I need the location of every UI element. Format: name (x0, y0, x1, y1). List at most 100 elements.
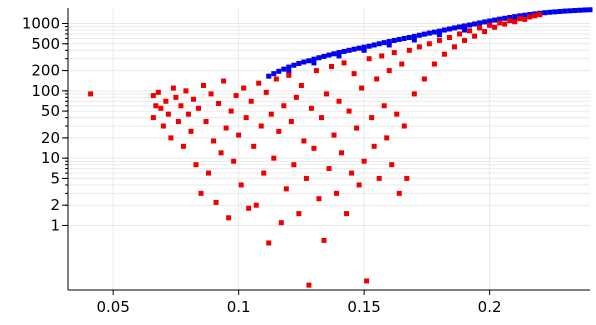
blue-point (421, 31, 427, 37)
y-tick-label: 1 (50, 216, 60, 234)
x-tick-label: 0.1 (227, 298, 251, 316)
red-point (216, 100, 222, 106)
y-tick-label: 5 (50, 169, 60, 187)
red-point (173, 94, 179, 100)
blue-point (271, 71, 277, 77)
red-point (507, 18, 513, 24)
red-point (306, 282, 312, 288)
blue-point (331, 51, 337, 57)
blue-point (396, 36, 402, 42)
red-point (281, 103, 287, 109)
red-point (366, 56, 372, 62)
red-point (308, 105, 314, 111)
red-point (457, 31, 462, 37)
red-point (341, 60, 347, 66)
red-point (193, 162, 199, 168)
y-tick-label: 2 (50, 196, 60, 214)
red-point (88, 91, 94, 97)
red-point (364, 278, 370, 284)
blue-point (557, 8, 563, 14)
blue-point (512, 14, 518, 20)
red-point (236, 132, 242, 138)
blue-point (326, 52, 332, 58)
red-point (451, 44, 457, 50)
blue-point (341, 48, 347, 54)
red-point (522, 16, 528, 22)
red-point (404, 175, 410, 181)
blue-point (381, 40, 387, 46)
blue-point (436, 28, 442, 34)
red-point (226, 215, 232, 221)
red-point (168, 135, 174, 141)
red-point (436, 37, 442, 43)
red-point (359, 85, 365, 91)
blue-point (366, 43, 372, 49)
red-point (286, 72, 292, 78)
red-point (160, 123, 166, 129)
blue-point (462, 27, 468, 33)
red-point (283, 186, 289, 192)
blue-point (401, 35, 407, 41)
red-point (313, 68, 319, 74)
red-point (336, 98, 342, 104)
axes-layer: 0.05 0.1 0.15 0.2 1 2 5 10 20 50 100 200 500 1000 (22, 8, 590, 316)
blue-point (346, 47, 352, 53)
red-point (344, 211, 350, 217)
red-point (231, 158, 237, 164)
y-tick-label: 10 (41, 149, 60, 167)
blue-point (477, 20, 483, 26)
red-point (369, 115, 375, 121)
red-point (462, 37, 468, 43)
red-point (293, 94, 299, 100)
red-point (301, 138, 307, 144)
red-point (201, 83, 207, 88)
x-tick-label: 0.15 (347, 298, 380, 316)
blue-point (467, 22, 473, 28)
red-point (196, 105, 201, 111)
blue-point (376, 41, 382, 47)
points-layer (88, 7, 593, 288)
red-point (268, 111, 274, 117)
red-point (298, 83, 304, 88)
red-point (406, 47, 412, 53)
red-point (394, 111, 400, 117)
blue-point (281, 66, 287, 72)
y-tick-label: 500 (31, 35, 60, 53)
blue-point (286, 64, 292, 70)
red-point (384, 135, 390, 141)
red-point (354, 125, 360, 131)
red-point (276, 128, 282, 134)
red-point (153, 103, 159, 109)
blue-point (487, 18, 493, 24)
blue-point (356, 45, 362, 51)
red-point (243, 115, 249, 121)
blue-point (411, 33, 417, 39)
red-point (356, 182, 362, 188)
red-point (371, 143, 377, 149)
red-point (492, 24, 498, 30)
red-point (211, 138, 217, 144)
red-point (206, 170, 212, 176)
red-point (391, 50, 397, 56)
blue-point (311, 56, 317, 62)
red-point (203, 119, 209, 125)
red-point (241, 85, 247, 91)
red-point (426, 41, 432, 47)
red-point (389, 162, 395, 168)
red-point (482, 29, 488, 35)
y-tick-label: 1000 (22, 15, 60, 33)
red-point (155, 89, 161, 95)
y-tick-label: 50 (41, 102, 60, 120)
red-point (311, 145, 317, 151)
blue-point (482, 19, 488, 25)
red-point (221, 78, 227, 84)
red-point (416, 44, 422, 50)
blue-point (311, 60, 317, 66)
blue-point (321, 53, 327, 59)
red-point (467, 28, 473, 34)
red-point (261, 170, 267, 176)
red-point (329, 63, 335, 69)
blue-point (266, 73, 272, 79)
blue-point (522, 12, 528, 18)
